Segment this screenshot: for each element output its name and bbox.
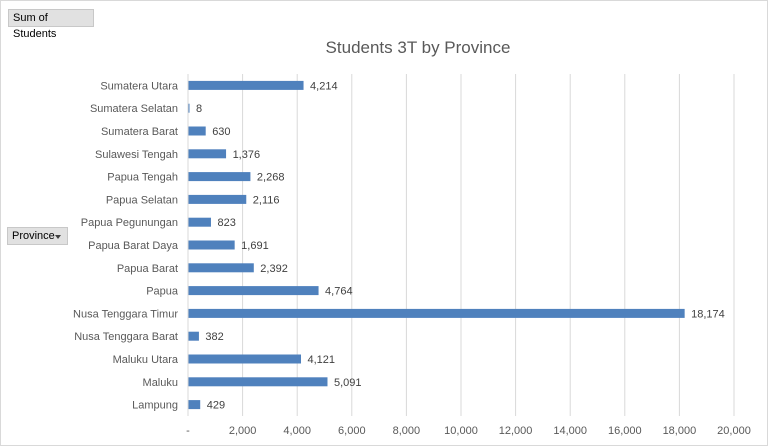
bar xyxy=(188,172,251,182)
category-label: Papua Selatan xyxy=(106,194,178,206)
data-label: 823 xyxy=(217,217,235,229)
data-label: 4,214 xyxy=(310,80,338,92)
data-label: 1,376 xyxy=(233,149,261,161)
bar xyxy=(188,194,247,204)
bar xyxy=(188,240,235,250)
values-field-button[interactable]: Sum of Students xyxy=(8,9,94,40)
x-tick-label: 16,000 xyxy=(608,425,642,437)
x-tick-label: 14,000 xyxy=(553,425,587,437)
category-label: Papua Barat xyxy=(117,263,178,275)
data-label: 1,691 xyxy=(241,240,269,252)
category-label: Sumatera Selatan xyxy=(90,103,178,115)
category-label: Sumatera Utara xyxy=(100,80,179,92)
bar xyxy=(188,263,254,273)
data-label: 382 xyxy=(205,331,223,343)
values-field-label: Sum of Students xyxy=(13,12,57,40)
category-label: Papua Pegunungan xyxy=(81,217,178,229)
x-tick-label: 12,000 xyxy=(499,425,533,437)
bar xyxy=(188,80,304,90)
bar xyxy=(188,354,302,364)
x-tick-label: 20,000 xyxy=(717,425,751,437)
data-label: 8 xyxy=(196,103,202,115)
data-label: 4,764 xyxy=(325,286,353,298)
bar xyxy=(188,377,328,387)
bar xyxy=(188,217,211,227)
category-label: Papua Tengah xyxy=(107,172,178,184)
gridlines xyxy=(187,74,735,416)
bar xyxy=(188,126,206,136)
category-label: Papua Barat Daya xyxy=(88,240,179,252)
x-tick-label: 10,000 xyxy=(444,425,478,437)
data-label: 429 xyxy=(207,400,225,412)
category-label: Nusa Tenggara Barat xyxy=(74,331,178,343)
rows-field-button[interactable]: Province xyxy=(7,227,68,245)
chart-title: Students 3T by Province xyxy=(326,38,511,57)
category-label: Papua xyxy=(146,286,179,298)
data-label: 630 xyxy=(212,126,230,138)
x-tick-label: 6,000 xyxy=(338,425,366,437)
bar xyxy=(188,331,199,341)
category-label: Nusa Tenggara Timur xyxy=(73,308,178,320)
data-label: 2,268 xyxy=(257,172,285,184)
x-tick-labels: - 2,000 4,000 6,000 8,000 10,000 12,000 14,000 1… xyxy=(186,425,751,437)
data-label: 4,121 xyxy=(308,354,336,366)
bar xyxy=(188,286,319,296)
x-tick-label: - xyxy=(186,425,190,437)
category-labels: Sumatera Utara Sumatera Selatan Sumatera B… xyxy=(73,80,179,411)
bars xyxy=(188,80,685,410)
bar xyxy=(188,400,201,410)
x-tick-label: 2,000 xyxy=(229,425,257,437)
rows-field-label: Province xyxy=(12,230,55,242)
category-label: Maluku xyxy=(143,377,178,389)
category-label: Lampung xyxy=(132,400,178,412)
data-label: 2,116 xyxy=(253,194,280,206)
data-label: 2,392 xyxy=(260,263,288,275)
category-label: Maluku Utara xyxy=(113,354,179,366)
data-label: 18,174 xyxy=(691,308,725,320)
x-tick-label: 18,000 xyxy=(663,425,697,437)
x-tick-label: 4,000 xyxy=(283,425,311,437)
bar xyxy=(188,103,190,113)
category-label: Sumatera Barat xyxy=(101,126,178,138)
bar xyxy=(188,308,685,318)
bar xyxy=(188,149,227,159)
dropdown-arrow-icon[interactable] xyxy=(55,235,61,239)
x-tick-label: 8,000 xyxy=(393,425,421,437)
category-label: Sulawesi Tengah xyxy=(95,149,178,161)
data-label: 5,091 xyxy=(334,377,362,389)
